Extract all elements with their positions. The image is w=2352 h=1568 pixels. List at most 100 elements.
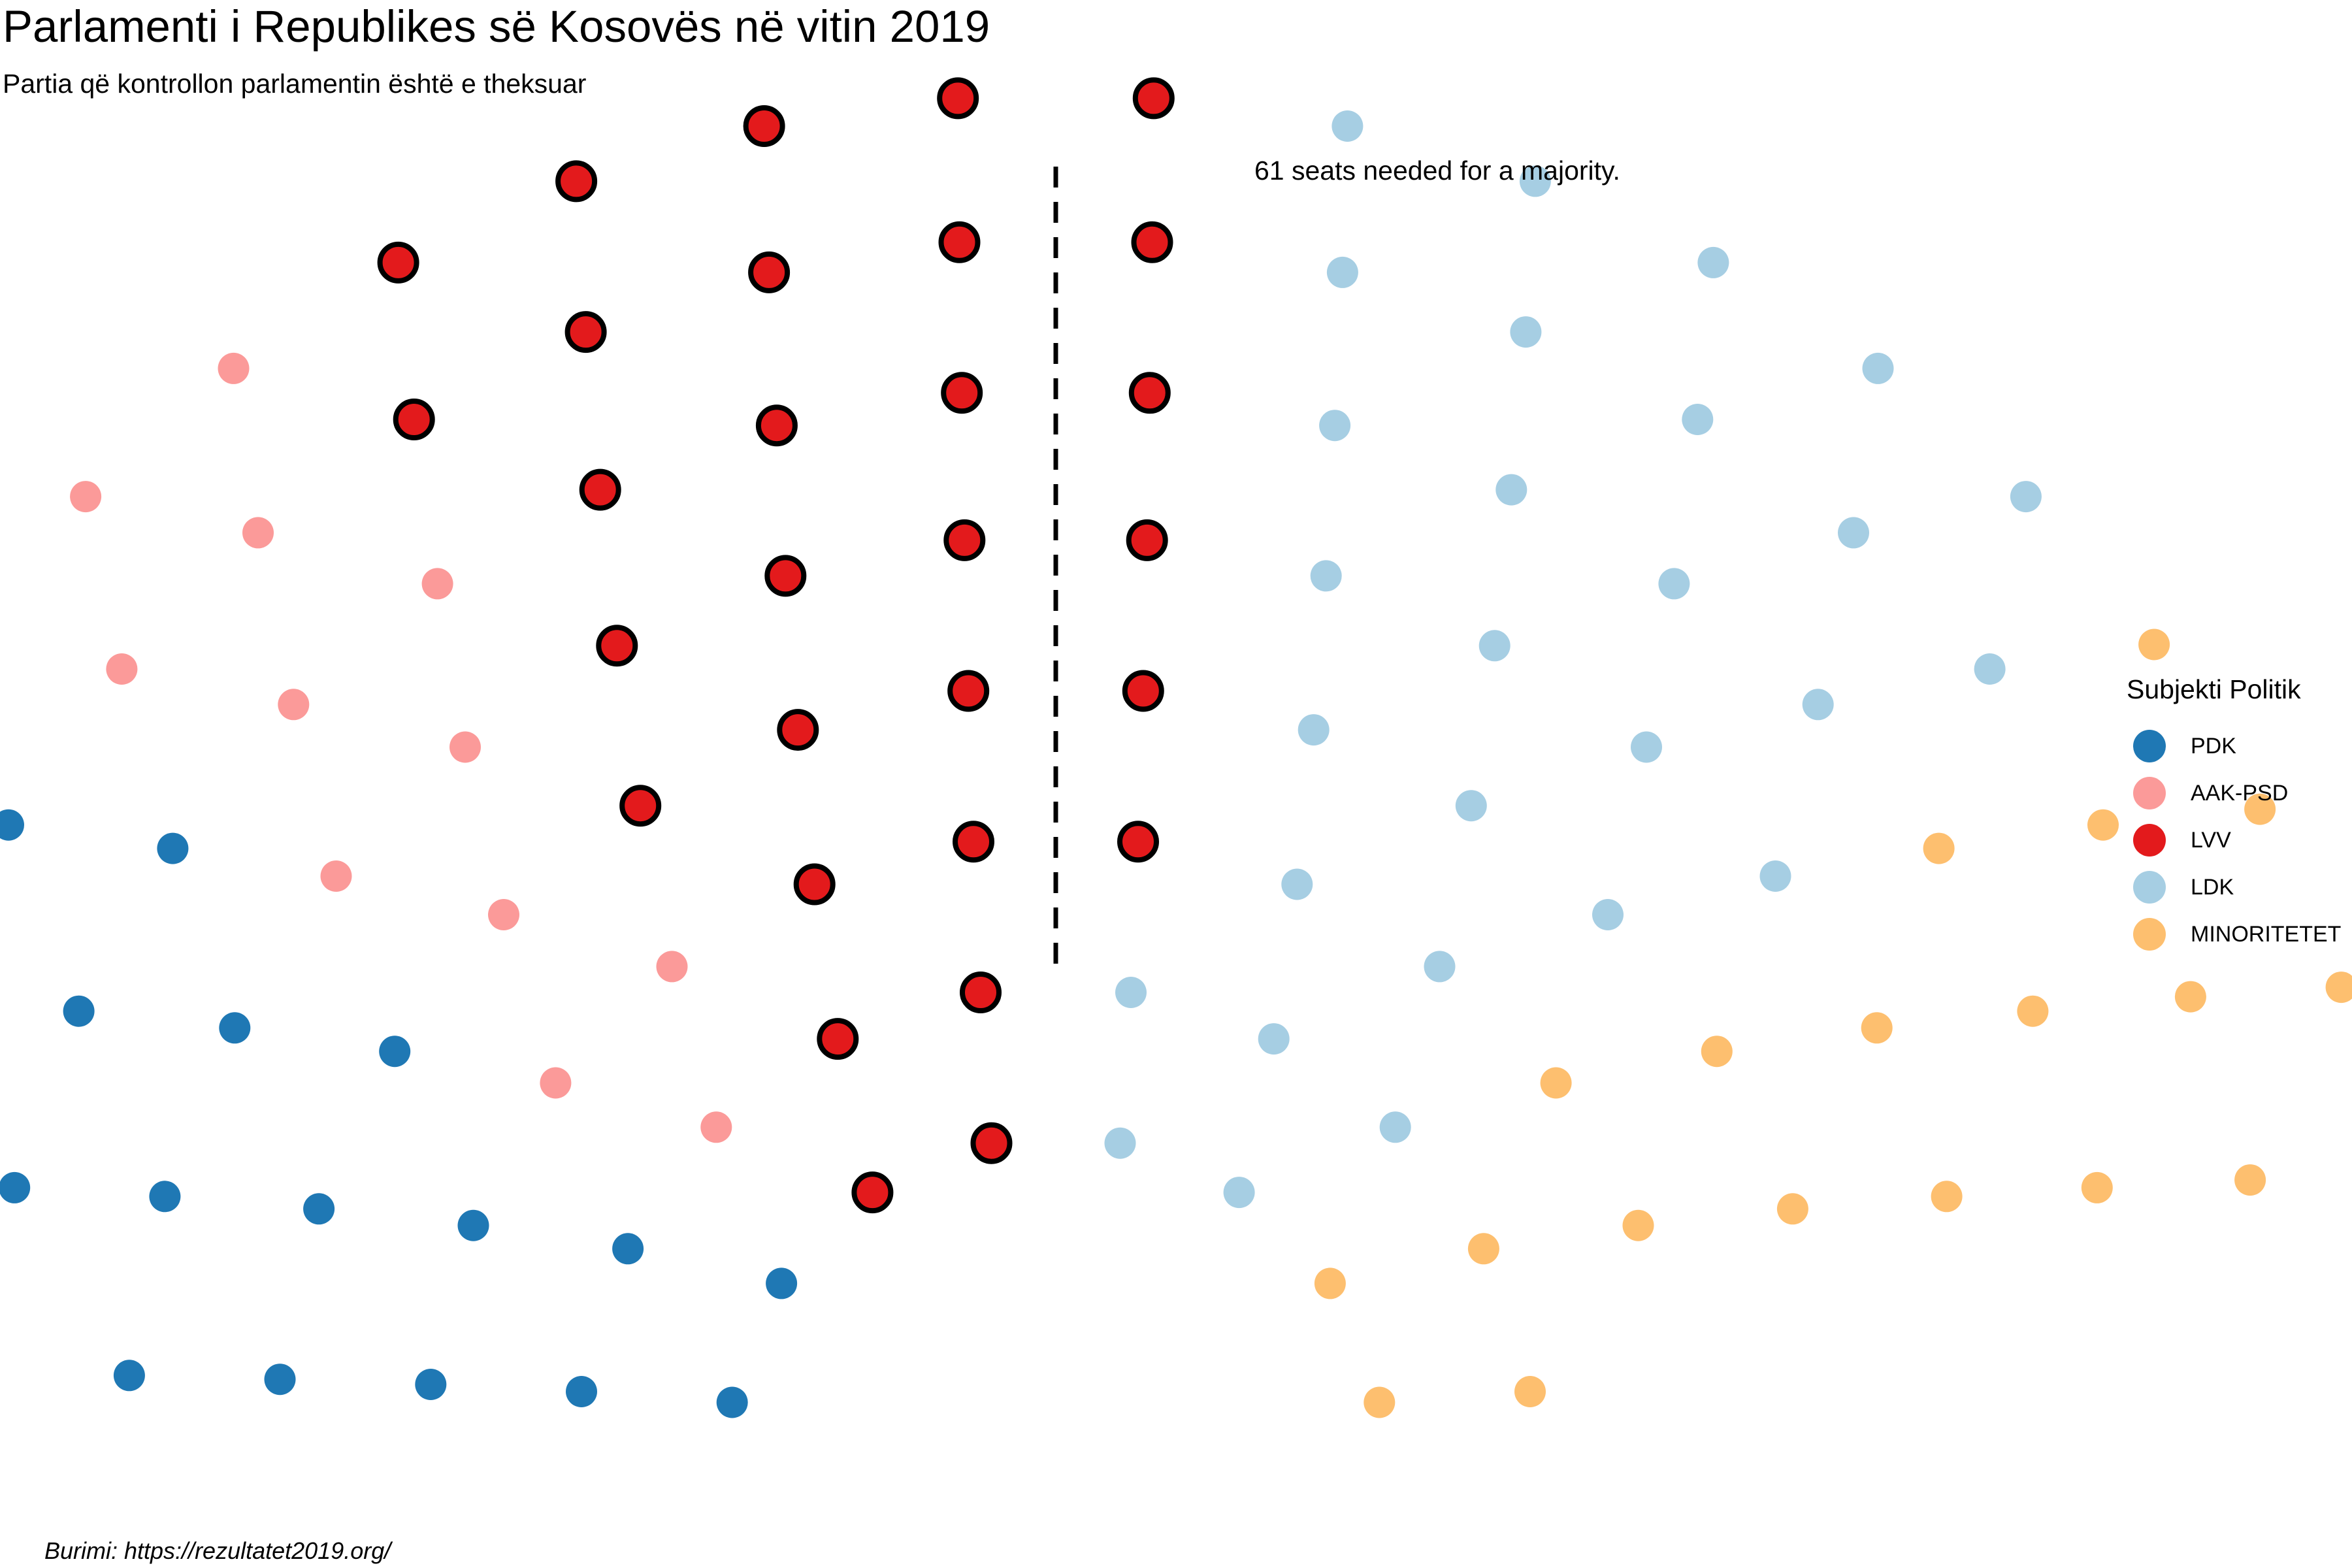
seat-pdk <box>0 1171 31 1203</box>
seat-ldk <box>1104 1127 1136 1159</box>
seat-minoritetet <box>1514 1376 1546 1407</box>
seat-lvv <box>1122 670 1164 712</box>
seat-lvv <box>851 1171 894 1214</box>
seat-lvv <box>793 863 836 906</box>
seat-ldk <box>1281 868 1313 900</box>
seat-ldk <box>1697 246 1729 278</box>
seat-lvv <box>960 972 1002 1013</box>
seat-minoritetet <box>2087 809 2119 841</box>
legend-label: LVV <box>2191 827 2231 853</box>
seat-pdk <box>457 1209 489 1241</box>
legend-swatch <box>2133 730 2166 762</box>
seat-minoritetet <box>2244 793 2276 825</box>
seat-ldk <box>1519 165 1551 197</box>
seat-minoritetet <box>1314 1267 1346 1299</box>
seat-ldk <box>1310 560 1342 592</box>
seat-lvv <box>579 468 621 511</box>
seat-ldk <box>1478 630 1511 662</box>
legend-swatch <box>2133 824 2166 857</box>
seat-aak-psd <box>106 653 138 685</box>
seat-aak-psd <box>242 517 274 549</box>
seat-aak-psd <box>700 1111 732 1143</box>
seat-lvv <box>748 251 791 293</box>
legend-item-pdk: PDK <box>2127 723 2341 770</box>
chart-subtitle: Partia që kontrollon parlamentin është e… <box>3 69 587 99</box>
seat-ldk <box>1682 404 1714 435</box>
seat-ldk <box>1258 1023 1290 1055</box>
seat-pdk <box>0 809 24 841</box>
seat-lvv <box>764 555 807 597</box>
seat-lvv <box>943 519 986 561</box>
legend: Subjekti Politik PDK AAK-PSD LVV LDK MINORIT… <box>2127 676 2341 958</box>
legend-title: Subjekti Politik <box>2127 674 2301 704</box>
seat-minoritetet <box>1861 1012 1893 1044</box>
seat-ldk <box>1658 568 1690 600</box>
seat-lvv <box>393 399 435 440</box>
seat-lvv <box>1128 372 1171 414</box>
legend-swatch <box>2133 777 2166 809</box>
legend-label: PDK <box>2191 733 2236 759</box>
seat-pdk <box>766 1267 798 1299</box>
seat-aak-psd <box>278 689 310 721</box>
seat-lvv <box>817 1018 859 1060</box>
seat-ldk <box>1326 256 1358 288</box>
seat-minoritetet <box>2138 629 2170 661</box>
seat-pdk <box>612 1233 644 1265</box>
seat-aak-psd <box>218 352 250 384</box>
seat-aak-psd <box>540 1067 572 1099</box>
seat-lvv <box>596 625 638 667</box>
seat-ldk <box>1115 977 1147 1008</box>
seat-ldk <box>2010 481 2042 513</box>
seat-aak-psd <box>421 568 453 600</box>
legend-swatch <box>2133 871 2166 904</box>
seat-pdk <box>219 1012 251 1044</box>
seat-minoritetet <box>1622 1209 1654 1241</box>
legend-item-lvv: LVV <box>2127 817 2341 864</box>
seat-lvv <box>941 372 983 414</box>
seat-lvv <box>947 670 990 712</box>
seat-aak-psd <box>320 860 352 892</box>
legend-label: AAK-PSD <box>2191 780 2289 806</box>
seat-aak-psd <box>656 951 688 983</box>
seat-lvv <box>1126 519 1168 561</box>
seat-minoritetet <box>1701 1036 1733 1068</box>
seat-pdk <box>149 1181 181 1213</box>
seat-pdk <box>264 1364 296 1396</box>
legend-items: PDK AAK-PSD LVV LDK MINORITETET <box>2127 723 2341 958</box>
seat-minoritetet <box>2325 972 2352 1004</box>
seat-ldk <box>1331 110 1364 142</box>
seat-minoritetet <box>1923 832 1955 864</box>
seat-pdk <box>415 1369 447 1400</box>
seat-minoritetet <box>2081 1171 2113 1203</box>
chart-title: Parlamenti i Republikes së Kosovës në vi… <box>3 1 990 52</box>
seat-pdk <box>113 1360 145 1392</box>
seat-lvv <box>777 709 819 751</box>
legend-label: MINORITETET <box>2191 921 2342 947</box>
seat-lvv <box>1132 77 1175 120</box>
seat-ldk <box>1838 517 1869 549</box>
majority-annotation: 61 seats needed for a majority. <box>1254 155 1620 186</box>
seat-ldk <box>1319 410 1351 442</box>
legend-item-minoritetet: MINORITETET <box>2127 911 2341 958</box>
legend-item-ldk: LDK <box>2127 864 2341 911</box>
seat-minoritetet <box>2174 981 2206 1013</box>
seat-ldk <box>1631 731 1662 763</box>
seat-ldk <box>1495 474 1527 506</box>
seat-ldk <box>1298 714 1330 746</box>
seat-lvv <box>619 785 662 827</box>
seat-lvv <box>377 241 419 284</box>
seat-lvv <box>970 1122 1013 1164</box>
seat-minoritetet <box>2234 1164 2266 1196</box>
seat-ldk <box>1379 1111 1411 1143</box>
seat-minoritetet <box>1364 1386 1396 1418</box>
seat-ldk <box>1974 653 2006 685</box>
seat-lvv <box>755 404 798 447</box>
seat-pdk <box>157 832 189 864</box>
seat-ldk <box>1759 860 1791 892</box>
seat-minoritetet <box>2017 995 2049 1027</box>
seat-lvv <box>1131 221 1173 263</box>
seat-aak-psd <box>488 899 519 930</box>
seat-lvv <box>953 821 994 863</box>
seat-aak-psd <box>449 731 481 763</box>
legend-item-aak-psd: AAK-PSD <box>2127 770 2341 817</box>
